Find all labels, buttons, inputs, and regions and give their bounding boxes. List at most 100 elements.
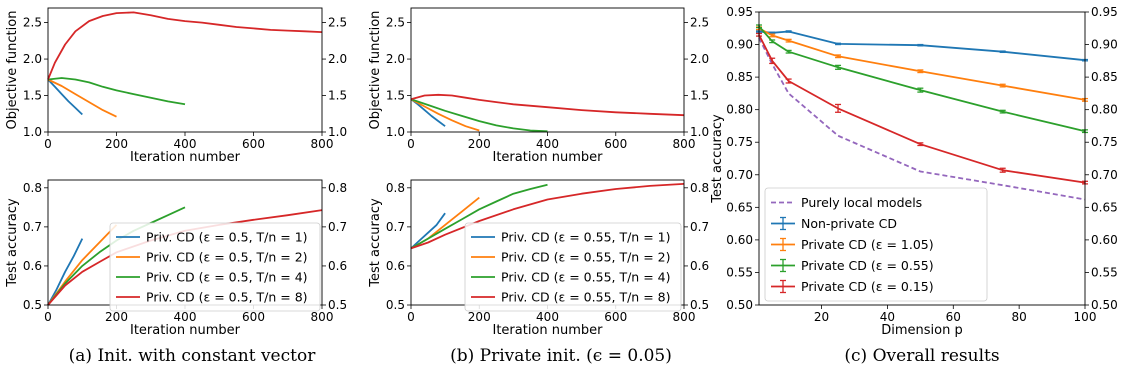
series-line-2 [410, 98, 480, 132]
y-tick-label: 2.0 [386, 52, 405, 66]
y-tick-label-right: 0.85 [1091, 70, 1118, 84]
series-line-1 [47, 238, 84, 306]
legend-label: Priv. CD (ε = 0.55, T/n = 1) [501, 230, 670, 245]
y-tick-label-right: 0.75 [1091, 135, 1118, 149]
x-tick-label: 400 [174, 310, 197, 324]
x-tick-label: 200 [105, 310, 128, 324]
x-tick-label: 600 [242, 310, 265, 324]
legend-label: Priv. CD (ε = 0.5, T/n = 8) [146, 290, 308, 305]
x-tick-label: 400 [536, 310, 559, 324]
legend-label: Non-private CD [801, 216, 897, 231]
legend: Purely local models Non-private CD Private… [764, 187, 988, 302]
y-tick-label-right: 0.90 [1091, 38, 1118, 52]
y-tick-label-right: 0.80 [1091, 103, 1118, 117]
y-tick-label: 1.5 [23, 89, 42, 103]
y-tick-label: 0.5 [386, 298, 405, 312]
y-tick-label-right: 0.55 [1091, 265, 1118, 279]
y-tick-label: 0.6 [23, 259, 42, 273]
legend-label: Purely local models [801, 195, 922, 210]
x-tick-label: 40 [880, 310, 895, 324]
y-tick-label: 2.5 [386, 16, 405, 30]
legend-box [764, 187, 988, 302]
x-axis-label: Iteration number [492, 150, 603, 165]
y-tick-label: 0.7 [23, 220, 42, 234]
series-line-2 [47, 78, 117, 118]
y-tick-label: 0.90 [726, 38, 753, 52]
y-tick-label-right: 0.95 [1091, 5, 1118, 19]
legend: Priv. CD (ε = 0.5, T/n = 1) Priv. CD (ε =… [109, 222, 321, 312]
legend-label: Priv. CD (ε = 0.5, T/n = 4) [146, 270, 308, 285]
y-tick-label-right: 0.7 [328, 220, 347, 234]
plot-frame [47, 7, 323, 133]
x-tick-label: 600 [242, 137, 265, 151]
x-tick-label: 0 [44, 310, 52, 324]
y-tick-label: 0.5 [23, 298, 42, 312]
x-tick-label: 0 [407, 137, 415, 151]
x-tick-label: 20 [814, 310, 829, 324]
legend-label: Priv. CD (ε = 0.5, T/n = 1) [146, 230, 308, 245]
y-tick-label-right: 0.7 [690, 220, 709, 234]
y-tick-label: 0.6 [386, 259, 405, 273]
series-line-4 [410, 93, 685, 117]
y-tick-label: 0.8 [23, 181, 42, 195]
y-tick-label: 1.0 [386, 125, 405, 139]
y-tick-label-right: 1.5 [328, 89, 347, 103]
y-tick-label-right: 2.5 [328, 16, 347, 30]
y-tick-label-right: 0.8 [690, 181, 709, 195]
legend: Priv. CD (ε = 0.55, T/n = 1) Priv. CD (ε … [464, 222, 682, 312]
y-axis-label: Test accuracy [710, 114, 725, 204]
y-tick-label-right: 0.70 [1091, 168, 1118, 182]
x-axis-label: Iteration number [130, 150, 241, 165]
y-tick-label: 1.5 [386, 89, 405, 103]
legend-label: Priv. CD (ε = 0.55, T/n = 2) [501, 250, 670, 265]
x-tick-label: 200 [468, 137, 491, 151]
x-tick-label: 0 [44, 137, 52, 151]
y-tick-label: 0.50 [726, 298, 753, 312]
x-tick-label: 400 [536, 137, 559, 151]
y-tick-label: 2.0 [23, 52, 42, 66]
y-tick-label-right: 2.0 [328, 52, 347, 66]
legend-label: Priv. CD (ε = 0.55, T/n = 4) [501, 270, 670, 285]
x-axis-label: Iteration number [130, 323, 241, 338]
y-tick-label: 0.80 [726, 103, 753, 117]
x-tick-label: 600 [604, 310, 627, 324]
y-axis-label: Objective function [5, 11, 20, 130]
y-tick-label: 0.95 [726, 5, 753, 19]
y-tick-label-right: 0.8 [328, 181, 347, 195]
legend-box [109, 222, 321, 312]
y-tick-label-right: 0.5 [328, 298, 347, 312]
y-tick-label-right: 2.0 [690, 52, 709, 66]
caption-a: (a) Init. with constant vector [69, 346, 317, 366]
x-tick-label: 200 [468, 310, 491, 324]
x-tick-label: 800 [311, 310, 334, 324]
x-tick-label: 60 [946, 310, 961, 324]
x-axis-label: Iteration number [492, 323, 603, 338]
x-axis-label: Dimension p [881, 323, 963, 338]
series-line-3 [758, 27, 1086, 101]
legend-label: Priv. CD (ε = 0.55, T/n = 8) [501, 290, 670, 305]
series-line-4 [410, 183, 685, 250]
series-line-1 [410, 98, 446, 127]
y-tick-label-right: 0.50 [1091, 298, 1118, 312]
y-axis-label: Test accuracy [5, 198, 20, 288]
legend-box [464, 222, 682, 312]
y-tick-label-right: 1.5 [690, 89, 709, 103]
series-line-3 [410, 98, 548, 133]
legend-label: Private CD (ε = 1.05) [801, 237, 934, 252]
x-tick-label: 400 [174, 137, 197, 151]
y-tick-label: 2.5 [23, 16, 42, 30]
y-tick-label: 0.70 [726, 168, 753, 182]
series-line-3 [410, 183, 548, 250]
x-tick-label: 800 [311, 137, 334, 151]
legend-label: Private CD (ε = 0.55) [801, 258, 934, 273]
y-tick-label-right: 0.65 [1091, 200, 1118, 214]
y-tick-label: 0.75 [726, 135, 753, 149]
legend-label: Priv. CD (ε = 0.5, T/n = 2) [146, 250, 308, 265]
y-tick-label-right: 2.5 [690, 16, 709, 30]
